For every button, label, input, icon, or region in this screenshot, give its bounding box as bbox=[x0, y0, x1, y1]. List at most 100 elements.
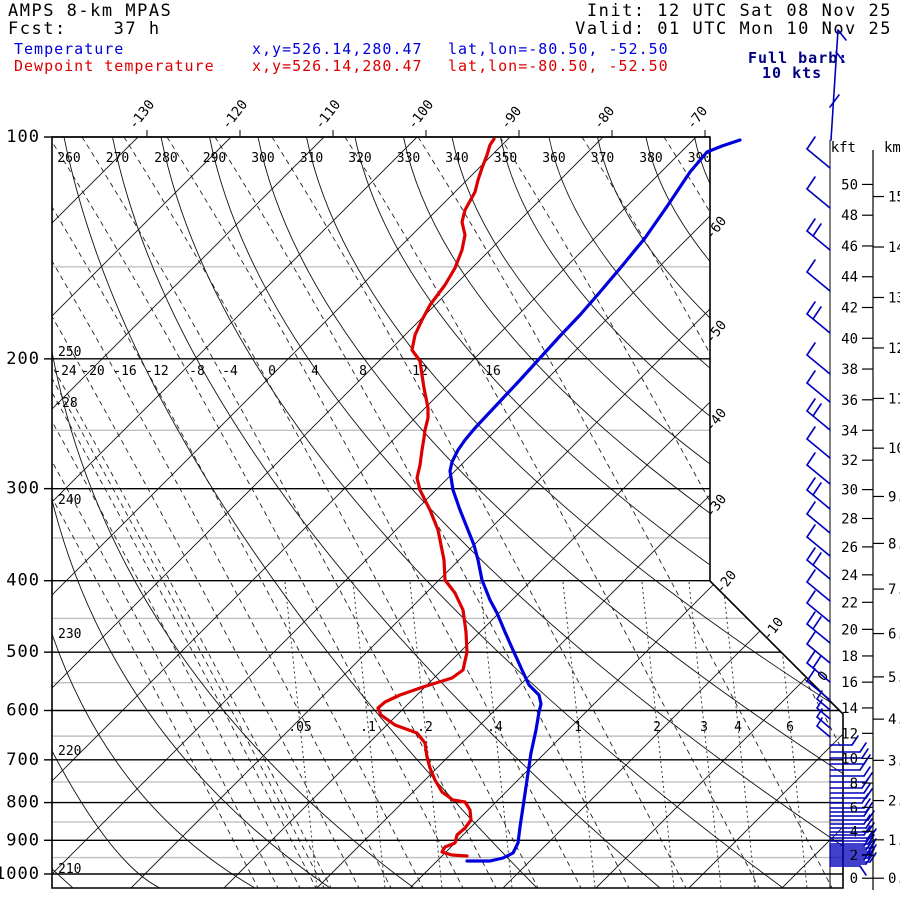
svg-text:2: 2 bbox=[850, 848, 858, 864]
svg-text:9.: 9. bbox=[888, 489, 900, 505]
chart-border bbox=[51, 136, 844, 889]
svg-text:.2: .2 bbox=[417, 720, 433, 735]
svg-text:50: 50 bbox=[841, 177, 858, 193]
isobars-major bbox=[44, 136, 843, 875]
svg-text:380: 380 bbox=[639, 151, 662, 166]
svg-text:46: 46 bbox=[841, 239, 858, 255]
svg-text:10.: 10. bbox=[888, 441, 900, 457]
svg-text:0: 0 bbox=[268, 364, 276, 379]
svg-text:900: 900 bbox=[6, 830, 40, 850]
svg-text:30: 30 bbox=[841, 483, 858, 499]
svg-text:3.: 3. bbox=[888, 753, 900, 769]
svg-text:-8: -8 bbox=[189, 364, 205, 379]
dewpoint-curve bbox=[376, 137, 496, 858]
dewpoint-xy: x,y=526.14,280.47 bbox=[252, 57, 423, 75]
svg-text:6: 6 bbox=[850, 800, 858, 816]
svg-text:200: 200 bbox=[6, 349, 40, 369]
svg-text:14: 14 bbox=[841, 701, 858, 717]
dewpoint-legend-label: Dewpoint temperature bbox=[14, 57, 215, 75]
svg-text:.05: .05 bbox=[288, 720, 311, 735]
svg-text:4: 4 bbox=[311, 364, 319, 379]
dry-adiabats bbox=[52, 137, 843, 888]
svg-text:4: 4 bbox=[850, 824, 858, 840]
svg-text:330: 330 bbox=[397, 151, 420, 166]
svg-text:230: 230 bbox=[58, 627, 81, 642]
svg-text:1: 1 bbox=[574, 720, 582, 735]
svg-text:1.: 1. bbox=[888, 833, 900, 849]
svg-text:-80: -80 bbox=[591, 103, 619, 132]
svg-text:-24: -24 bbox=[53, 364, 77, 379]
wind-barbs bbox=[806, 29, 877, 876]
svg-text:270: 270 bbox=[106, 151, 129, 166]
svg-text:280: 280 bbox=[154, 151, 177, 166]
svg-text:44: 44 bbox=[841, 270, 858, 286]
svg-text:300: 300 bbox=[251, 151, 274, 166]
moist-row-labels: -28-24 -20 -16 -12 -8 -4 0 4 8 12 16 bbox=[53, 364, 501, 411]
svg-text:310: 310 bbox=[300, 151, 323, 166]
svg-text:-120: -120 bbox=[219, 97, 252, 132]
svg-text:340: 340 bbox=[445, 151, 468, 166]
svg-text:600: 600 bbox=[6, 700, 40, 720]
svg-text:-20: -20 bbox=[713, 567, 741, 596]
svg-text:34: 34 bbox=[841, 423, 858, 439]
svg-text:kft: kft bbox=[831, 140, 856, 156]
svg-text:8: 8 bbox=[359, 364, 367, 379]
svg-text:18: 18 bbox=[841, 649, 858, 665]
svg-text:15.: 15. bbox=[888, 190, 900, 206]
svg-text:-28: -28 bbox=[54, 396, 77, 411]
svg-text:-100: -100 bbox=[405, 97, 438, 132]
temperature-curve bbox=[448, 138, 742, 863]
svg-text:400: 400 bbox=[6, 571, 40, 591]
svg-text:5.: 5. bbox=[888, 670, 900, 686]
svg-text:8: 8 bbox=[850, 776, 858, 792]
svg-text:-16: -16 bbox=[113, 364, 136, 379]
svg-text:10: 10 bbox=[841, 751, 858, 767]
svg-text:-10: -10 bbox=[760, 614, 788, 643]
svg-text:32: 32 bbox=[841, 453, 858, 469]
svg-text:220: 220 bbox=[58, 744, 81, 759]
svg-text:12.: 12. bbox=[888, 341, 900, 357]
svg-text:-12: -12 bbox=[145, 364, 168, 379]
svg-text:2.: 2. bbox=[888, 794, 900, 810]
temperature-xy: x,y=526.14,280.47 bbox=[252, 40, 423, 58]
svg-text:0.: 0. bbox=[888, 871, 900, 887]
svg-text:-50: -50 bbox=[703, 317, 731, 346]
svg-text:6: 6 bbox=[786, 720, 794, 735]
barb-legend-line2: 10 kts bbox=[762, 64, 823, 82]
svg-text:12: 12 bbox=[841, 726, 858, 742]
svg-text:700: 700 bbox=[6, 750, 40, 770]
svg-text:290: 290 bbox=[203, 151, 226, 166]
svg-text:320: 320 bbox=[348, 151, 371, 166]
svg-text:40: 40 bbox=[841, 331, 858, 347]
svg-text:42: 42 bbox=[841, 301, 858, 317]
svg-text:11.: 11. bbox=[888, 391, 900, 407]
svg-text:100: 100 bbox=[6, 127, 40, 147]
isobars-minor bbox=[52, 266, 843, 859]
svg-text:2: 2 bbox=[653, 720, 661, 735]
svg-text:22: 22 bbox=[841, 595, 858, 611]
theta-labels: 260 270 280 290 300 310 320 330 340 350 360 370 380 3… bbox=[57, 151, 711, 877]
svg-text:km: km bbox=[884, 140, 900, 156]
svg-text:3: 3 bbox=[700, 720, 708, 735]
svg-text:8.: 8. bbox=[888, 536, 900, 552]
svg-text:48: 48 bbox=[841, 208, 858, 224]
forecast-hour: Fcst: 37 h bbox=[8, 19, 161, 39]
barb-legend-line1: Full barb: bbox=[748, 49, 849, 67]
isotherms bbox=[52, 137, 843, 888]
svg-text:4.: 4. bbox=[888, 712, 900, 728]
svg-text:20: 20 bbox=[841, 622, 858, 638]
mixing-ratio-labels: .05 .1 .2 .4 1 2 3 4 6 bbox=[288, 720, 794, 735]
svg-text:.4: .4 bbox=[487, 720, 503, 735]
svg-text:1000: 1000 bbox=[0, 864, 40, 884]
svg-text:38: 38 bbox=[841, 362, 858, 378]
svg-text:370: 370 bbox=[591, 151, 614, 166]
svg-text:36: 36 bbox=[841, 393, 858, 409]
temperature-latlon: lat,lon=-80.50, -52.50 bbox=[448, 40, 669, 58]
pressure-axis-labels: 100 200 300 400 500 600 700 800 900 1000 bbox=[0, 127, 40, 884]
svg-text:14.: 14. bbox=[888, 240, 900, 256]
svg-text:4: 4 bbox=[734, 720, 742, 735]
svg-text:.1: .1 bbox=[360, 720, 376, 735]
altitude-axis: kft km50484644424038363432302826242220181… bbox=[831, 140, 900, 890]
